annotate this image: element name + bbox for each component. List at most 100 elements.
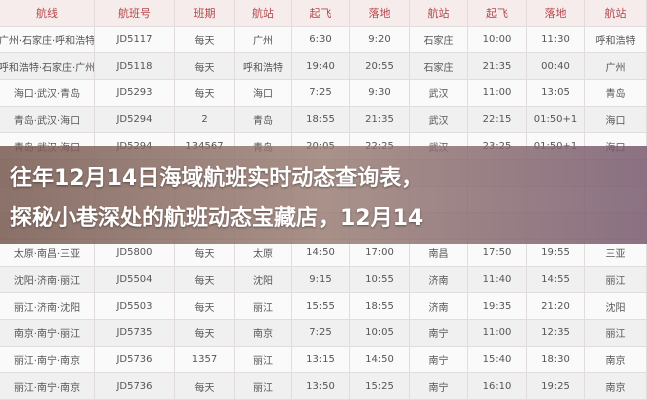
table-cell: 南宁 [410,373,468,399]
table-cell: 15:25 [350,373,410,399]
table-cell: 青岛 [235,106,292,133]
table-cell: 航线 [0,0,95,26]
table-cell: 丽江·济南·沈阳 [0,293,95,319]
table-cell: 每天 [175,80,235,106]
table-cell: 19:40 [292,53,350,79]
table-cell: 11:40 [468,266,527,293]
table-cell: 海口 [235,80,292,106]
table-cell: 丽江 [585,266,647,293]
table-cell: 15:40 [468,346,527,373]
table-row: 航线 航班号 班期 航站 起飞 落地 航站 起飞 落地 航站 [0,0,647,27]
table-cell: 丽江 [235,293,292,319]
table-cell: JD5503 [95,293,175,319]
table-row: 丽江·济南·沈阳 JD5503 每天 丽江 15:55 18:55 济南 19:35 21:20… [0,293,647,320]
table-cell: 沈阳 [235,266,292,293]
table-cell: JD5118 [95,53,175,79]
table-cell: 10:00 [468,26,527,53]
table-cell: 7:25 [292,320,350,346]
table-cell: 沈阳·济南·丽江 [0,266,95,293]
table-cell: 沈阳 [585,293,647,319]
table-cell: 广州 [585,53,647,79]
table-cell: 13:05 [527,80,585,106]
table-cell: 20:55 [350,53,410,79]
table-cell: 21:20 [527,293,585,319]
table-cell: 起飞 [468,0,527,26]
banner: 往年12月14日海域航班实时动态查询表， 探秘小巷深处的航班动态宝藏店，12月1… [0,146,647,244]
table-cell: 17:50 [468,240,527,266]
table-cell: 每天 [175,266,235,293]
table-cell: 10:05 [350,320,410,346]
table-cell: 青岛·武汉·海口 [0,106,95,133]
table-cell: 14:50 [292,240,350,266]
table-cell: 每天 [175,53,235,79]
table-cell: JD5117 [95,26,175,53]
table-row: 广州·石家庄·呼和浩特 JD5117 每天 广州 6:30 9:20 石家庄 10:00 11:… [0,26,647,54]
table-cell: 17:00 [350,240,410,266]
table-cell: 南京·南宁·丽江 [0,320,95,346]
table-row: 丽江·南宁·南京 JD5736 1357 丽江 13:15 14:50 南宁 15:40 18:… [0,346,647,374]
table-cell: 青岛 [585,80,647,106]
table-cell: 15:55 [292,293,350,319]
table-cell: 每天 [175,293,235,319]
table-cell: 航站 [410,0,468,26]
table-cell: 16:10 [468,373,527,399]
table-cell: 南昌 [410,240,468,266]
table-cell: 7:25 [292,80,350,106]
table-cell: 每天 [175,26,235,53]
table-row: 南京·南宁·丽江 JD5735 每天 南京 7:25 10:05 南宁 11:00 12:35 丽… [0,320,647,347]
table-cell: JD5736 [95,373,175,399]
table-cell: 丽江 [235,373,292,399]
table-cell: 起飞 [292,0,350,26]
table-cell: 呼和浩特·石家庄·广州 [0,53,95,79]
table-cell: 14:50 [350,346,410,373]
table-row: 太原·南昌·三亚 JD5800 每天 太原 14:50 17:00 南昌 17:50 19:55… [0,240,647,267]
table-cell: JD5504 [95,266,175,293]
table-cell: JD5736 [95,346,175,373]
table-cell: 太原 [235,240,292,266]
table-cell: 19:35 [468,293,527,319]
table-cell: 南京 [585,346,647,373]
table-row: 沈阳·济南·丽江 JD5504 每天 沈阳 9:15 10:55 济南 11:40 14:55 丽… [0,266,647,294]
table-cell: 海口 [585,106,647,133]
table-cell: 22:15 [468,106,527,133]
table-cell: 19:25 [527,373,585,399]
table-cell: JD5735 [95,320,175,346]
table-row: 青岛·武汉·海口 JD5294 2 青岛 18:55 21:35 武汉 22:15 01:50+… [0,106,647,134]
table-cell: 01:50+1 [527,106,585,133]
table-cell: JD5800 [95,240,175,266]
table-cell: 11:30 [527,26,585,53]
table-cell: JD5293 [95,80,175,106]
table-cell: 18:55 [292,106,350,133]
table-cell: 太原·南昌·三亚 [0,240,95,266]
table-cell: 海口·武汉·青岛 [0,80,95,106]
table-cell: 每天 [175,240,235,266]
table-cell: 落地 [350,0,410,26]
table-cell: 南宁 [410,346,468,373]
table-cell: 石家庄 [410,26,468,53]
table-cell: 00:40 [527,53,585,79]
table-cell: 19:55 [527,240,585,266]
table-row: 呼和浩特·石家庄·广州 JD5118 每天 呼和浩特 19:40 20:55 石家庄 21:3… [0,53,647,80]
table-cell: 广州 [235,26,292,53]
table-cell: 6:30 [292,26,350,53]
table-cell: 9:15 [292,266,350,293]
table-row: 丽江·南宁·南京 JD5736 每天 丽江 13:50 15:25 南宁 16:10 19:25… [0,373,647,400]
table-cell: 18:30 [527,346,585,373]
table-cell: 南京 [585,373,647,399]
table-cell: 济南 [410,293,468,319]
table-cell: 18:55 [350,293,410,319]
table-cell: 广州·石家庄·呼和浩特 [0,26,95,53]
table-cell: 12:35 [527,320,585,346]
table-cell: 11:00 [468,80,527,106]
table-cell: 2 [175,106,235,133]
table-cell: 航站 [585,0,647,26]
table-cell: 21:35 [468,53,527,79]
table-cell: 济南 [410,266,468,293]
table-cell: 丽江·南宁·南京 [0,373,95,399]
table-cell: 班期 [175,0,235,26]
table-cell: 13:50 [292,373,350,399]
table-cell: 南宁 [410,320,468,346]
table-cell: 呼和浩特 [235,53,292,79]
table-cell: 10:55 [350,266,410,293]
